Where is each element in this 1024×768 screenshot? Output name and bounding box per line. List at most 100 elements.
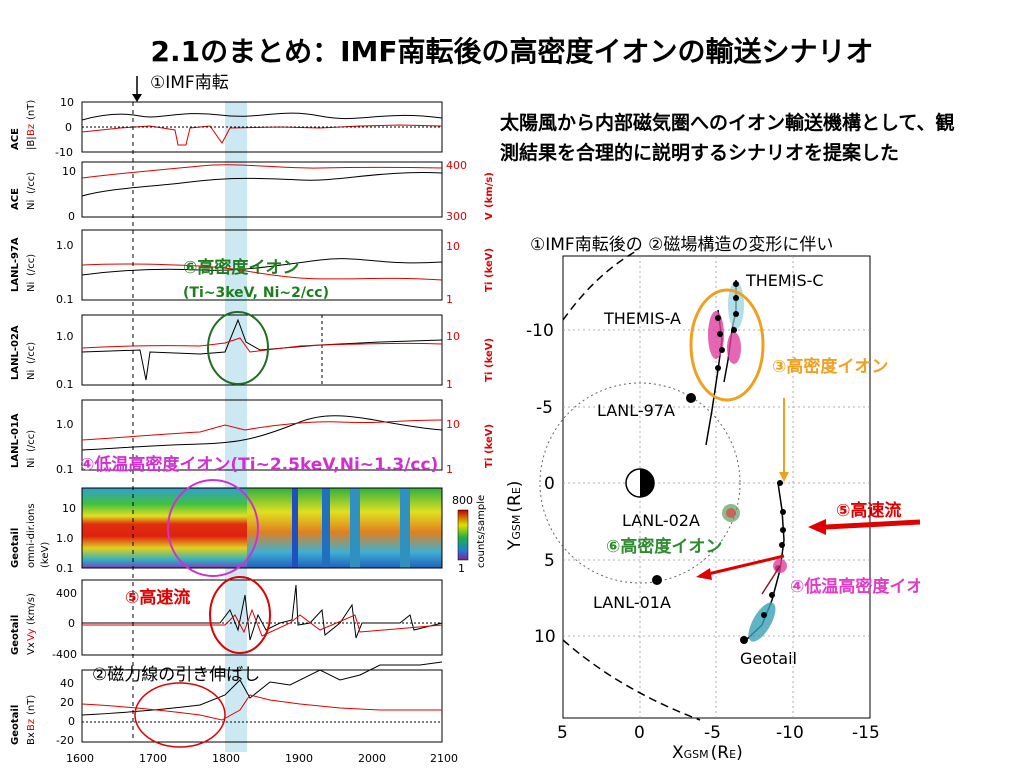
panel-label: LANL-01A [10, 413, 21, 468]
unit: (/cc) [26, 254, 37, 276]
unit: (nT) [26, 100, 37, 120]
ylabel: Ni [26, 200, 37, 210]
ylabel-red: Vy [26, 628, 37, 641]
tick: 1.0 [56, 330, 74, 343]
themis-ellipse [689, 288, 765, 402]
ylabel-red: Bz [26, 719, 37, 731]
label-lanl01a: LANL-01A [593, 593, 671, 612]
unit-red: (keV) [484, 424, 495, 454]
ylabel: Ni [26, 458, 37, 468]
annotation-stretch: ②磁力線の引き伸ばし [92, 665, 260, 685]
tick: 0.1 [56, 378, 74, 391]
dense-ellipse [207, 311, 269, 385]
x-tick: 1800 [212, 752, 240, 765]
tick: 1 [446, 463, 453, 476]
tick: 20 [60, 696, 74, 709]
ylabel: omni-dir.ions [26, 503, 37, 568]
tick: 10 [62, 165, 76, 178]
tick: 400 [446, 159, 467, 172]
label-dense6: ⑥高密度イオン [606, 536, 722, 557]
tick: 10 [446, 418, 460, 431]
panel-label: ACE [10, 128, 21, 150]
panel-label: Geotail [10, 705, 21, 745]
tick: 0 [65, 121, 72, 134]
x-tick: 5 [557, 723, 568, 743]
imf-marker-label: ①IMF南転 [150, 73, 229, 93]
map-figure: THEMIS-C THEMIS-A LANL-97A LANL-02A LANL… [505, 250, 920, 763]
y-tick: -10 [526, 321, 554, 341]
x-tick: -15 [852, 723, 880, 743]
tick: -400 [52, 648, 77, 661]
annotation-high-density: ⑥高密度イオン [183, 257, 299, 278]
tick: 1.0 [56, 418, 74, 431]
tick: 0 [68, 715, 75, 728]
x-tick: -5 [704, 723, 721, 743]
timeseries-figure: 10 0 -10 ACE |B| Bz (nT) 10 0 400 300 AC… [10, 73, 495, 765]
colorbar-label: counts/sample [476, 495, 487, 568]
tick: 0.1 [56, 562, 74, 575]
tick: 1 [458, 562, 465, 575]
annotation-params: (Ti~3keV, Ni~2/cc) [183, 285, 329, 301]
tick: 300 [446, 210, 467, 223]
tick: 0.1 [56, 463, 74, 476]
y-axis-label: YGSM(RE) [505, 481, 525, 551]
tick: 1 [446, 293, 453, 306]
panel-geotail-v: 400 0 -400 Geotail Vx Vy (km/s) [10, 579, 443, 661]
panel-lanl01a: 1.0 0.1 10 1 LANL-01A Ni (/cc) Ti (keV) [10, 399, 495, 476]
arrow-down-icon [132, 94, 142, 102]
x-tick: 1700 [139, 752, 167, 765]
ylabel-red: Ti [484, 282, 495, 292]
x-axis-label: XGSM (RE) [672, 743, 743, 763]
x-tick: 1900 [285, 752, 313, 765]
panel-ace-b: 10 0 -10 ACE |B| Bz (nT) [10, 96, 443, 159]
panel-label: LANL-02A [10, 325, 21, 380]
tick: 10 [446, 330, 460, 343]
tick: 40 [60, 677, 74, 690]
panel-label: Geotail [10, 528, 21, 568]
unit: (keV) [40, 542, 51, 568]
unit: (/cc) [26, 342, 37, 364]
arrow-left-icon [696, 568, 712, 580]
panel-geotail-b: 40 20 0 -20 Geotail Bx Bz (nT) 1600 1700… [10, 661, 458, 765]
unit-red: (keV) [484, 338, 495, 368]
panel-lanl02a: 1.0 0.1 10 1 LANL-02A Ni (/cc) Ti (keV) [10, 314, 495, 391]
unit-red: (keV) [484, 248, 495, 278]
ylabel-red: Ti [484, 458, 495, 468]
arrow-down-icon [779, 472, 789, 482]
panel-label: ACE [10, 188, 21, 210]
label-geotail: Geotail [740, 649, 797, 668]
fast-flow-ellipse [209, 576, 271, 654]
tick: 0 [68, 210, 75, 223]
ylabel-red: V [484, 212, 495, 220]
tick: 0 [68, 617, 75, 630]
panel-lanl97a: 1.0 0.1 10 1 LANL-97A Ni (/cc) Ti (keV) [10, 229, 495, 306]
panel-label: Geotail [10, 615, 21, 655]
arrow-left-icon [808, 519, 826, 535]
label-lanl02a: LANL-02A [622, 511, 700, 530]
annotation-fast-flow: ⑤高速流 [125, 587, 190, 608]
y-tick: -5 [536, 398, 553, 418]
cold-dense-ellipse [167, 479, 259, 577]
ylabel-red: Ti [484, 372, 495, 382]
tick: 10 [62, 502, 76, 515]
unit: (nT) [26, 695, 37, 715]
y-tick: 0 [544, 474, 555, 494]
summary-text: 太陽風から内部磁気圏へのイオン輸送機構として、観測結果を合理的に説明するシナリオ… [500, 112, 955, 164]
highlight-band [225, 102, 247, 752]
tick: 400 [56, 587, 77, 600]
tick: 10 [60, 96, 74, 109]
label-fast5: ⑤高速流 [836, 500, 901, 521]
slide-title: 2.1のまとめ：IMF南転後の高密度イオンの輸送シナリオ [150, 35, 874, 68]
ylabel: |B| [26, 136, 37, 150]
tick: 1 [446, 378, 453, 391]
tick: -10 [55, 146, 73, 159]
unit: (km/s) [26, 593, 37, 625]
label-themis-a: THEMIS-A [603, 309, 681, 328]
ylabel: Bx [26, 732, 37, 745]
tick: 1.0 [56, 239, 74, 252]
unit: (/cc) [26, 430, 37, 452]
stretch-ellipse [134, 682, 226, 748]
panel-ace-ni: 10 0 400 300 ACE Ni (/cc) V (km/s) [10, 159, 495, 223]
label-themis-c: THEMIS-C [745, 271, 824, 290]
label-cold4: ④低温高密度イオン [790, 576, 920, 597]
